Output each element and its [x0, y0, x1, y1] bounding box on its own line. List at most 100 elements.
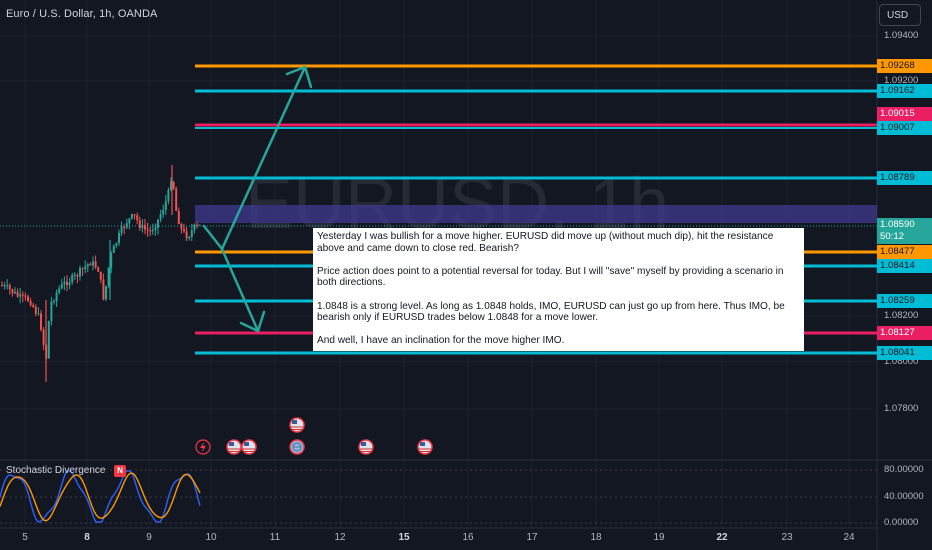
symbol-title[interactable]: Euro / U.S. Dollar, 1h, OANDA	[6, 8, 158, 20]
level-price-badge: 1.08414	[877, 259, 932, 273]
indicator-badge: N	[114, 465, 126, 477]
candle-body	[102, 279, 105, 300]
candle-body	[50, 301, 53, 322]
candle-body	[81, 268, 84, 270]
level-price-badge: 1.08789	[877, 171, 932, 185]
time-axis-label: 24	[843, 532, 855, 543]
candle-body	[118, 232, 120, 243]
candle-body	[151, 230, 154, 232]
time-axis-label: 23	[781, 532, 793, 543]
candle-body	[99, 271, 102, 280]
level-price-badge: 1.09268	[877, 59, 932, 73]
us-flag-event-icon[interactable]	[289, 417, 305, 433]
candle-body	[68, 282, 71, 286]
candle-body	[196, 224, 198, 226]
candle-body	[164, 201, 167, 210]
candle-body	[32, 305, 35, 307]
candle-body	[115, 242, 118, 246]
candle-body	[149, 230, 152, 232]
time-axis-label: 17	[526, 532, 538, 543]
candle-body	[37, 313, 40, 315]
candlestick-series[interactable]	[1, 165, 201, 382]
candle-body	[8, 285, 11, 290]
indicator-title[interactable]: Stochastic Divergence	[6, 465, 106, 476]
candle-body	[170, 181, 172, 191]
candle-body	[40, 313, 42, 330]
note-paragraph: 1.0848 is a strong level. As long as 1.0…	[317, 300, 785, 324]
candle-body	[107, 267, 110, 286]
level-price-badge: 1.08127	[877, 326, 932, 340]
candle-body	[180, 223, 183, 229]
candle-body	[110, 252, 113, 268]
time-axis-label: 16	[462, 532, 474, 543]
candle-body	[157, 219, 159, 228]
candle-body	[29, 300, 32, 306]
price-axis-label: 1.07800	[884, 403, 919, 414]
note-paragraph: And well, I have an inclination for the …	[317, 335, 565, 347]
time-axis-label: 8	[84, 532, 90, 543]
osc-level-label: 80.00000	[884, 464, 924, 475]
time-axis-label: 18	[590, 532, 602, 543]
time-axis-label: 19	[653, 532, 665, 543]
candle-body	[144, 225, 146, 230]
candle-body	[19, 294, 22, 297]
candle-body	[60, 284, 63, 289]
candle-body	[159, 214, 162, 220]
level-price-badge: 1.09015	[877, 107, 932, 121]
time-axis-label: 5	[22, 532, 28, 543]
candle-body	[47, 321, 50, 359]
candle-body	[123, 226, 126, 228]
candle-body	[27, 296, 29, 301]
candle-body	[105, 285, 107, 300]
us-flag-event-icon[interactable]	[358, 439, 374, 455]
supply-zone[interactable]	[195, 205, 877, 223]
economic-events[interactable]	[195, 417, 433, 455]
globe-event-icon[interactable]	[289, 439, 305, 455]
candle-body	[183, 228, 185, 232]
candle-body	[138, 220, 141, 228]
candle-body	[141, 225, 144, 228]
price-axis-label: 1.08200	[884, 310, 919, 321]
candle-body	[66, 281, 68, 286]
candle-body	[53, 301, 55, 303]
candle-body	[172, 181, 175, 189]
lightning-event-icon[interactable]	[195, 439, 211, 455]
time-axis-label: 22	[716, 532, 728, 543]
us-flag-event-icon[interactable]	[226, 439, 242, 455]
bearish-arrowhead	[239, 310, 266, 333]
time-axis-label: 15	[398, 532, 410, 543]
time-axis-label: 11	[269, 532, 281, 543]
level-price-badge: 1.09162	[877, 84, 932, 98]
candle-body	[3, 285, 6, 287]
analysis-note[interactable]: Yesterday I was bullish for a move highe…	[313, 228, 804, 351]
currency-button[interactable]: USD	[879, 4, 921, 26]
candle-body	[190, 230, 193, 238]
candle-body	[120, 226, 123, 233]
candle-body	[86, 263, 89, 267]
candle-body	[24, 295, 27, 297]
us-flag-event-icon[interactable]	[241, 439, 257, 455]
candle-body	[92, 261, 94, 266]
level-price-badge: 1.08477	[877, 245, 932, 259]
us-flag-event-icon[interactable]	[417, 439, 433, 455]
candle-body	[16, 291, 19, 297]
bar-countdown: 50:12	[880, 231, 905, 242]
candle-body	[131, 214, 133, 219]
time-axis-label: 10	[205, 532, 217, 543]
time-axis-label: 12	[334, 532, 346, 543]
candle-body	[14, 291, 16, 294]
price-axis-label: 1.09200	[884, 75, 919, 86]
candle-body	[94, 261, 97, 268]
level-price-badge: 1.08041	[877, 346, 932, 360]
stochastic-pane[interactable]	[0, 469, 877, 524]
candle-body	[76, 274, 79, 277]
osc-level-label: 0.00000	[884, 517, 919, 528]
scenario-arrows[interactable]	[202, 65, 313, 333]
candle-body	[198, 224, 201, 226]
candle-body	[128, 218, 131, 224]
current-price-badge: 1.08590 50:12	[877, 218, 932, 244]
bearish-path-arrow[interactable]	[220, 247, 260, 333]
candle-body	[146, 229, 149, 231]
candle-body	[185, 231, 188, 239]
